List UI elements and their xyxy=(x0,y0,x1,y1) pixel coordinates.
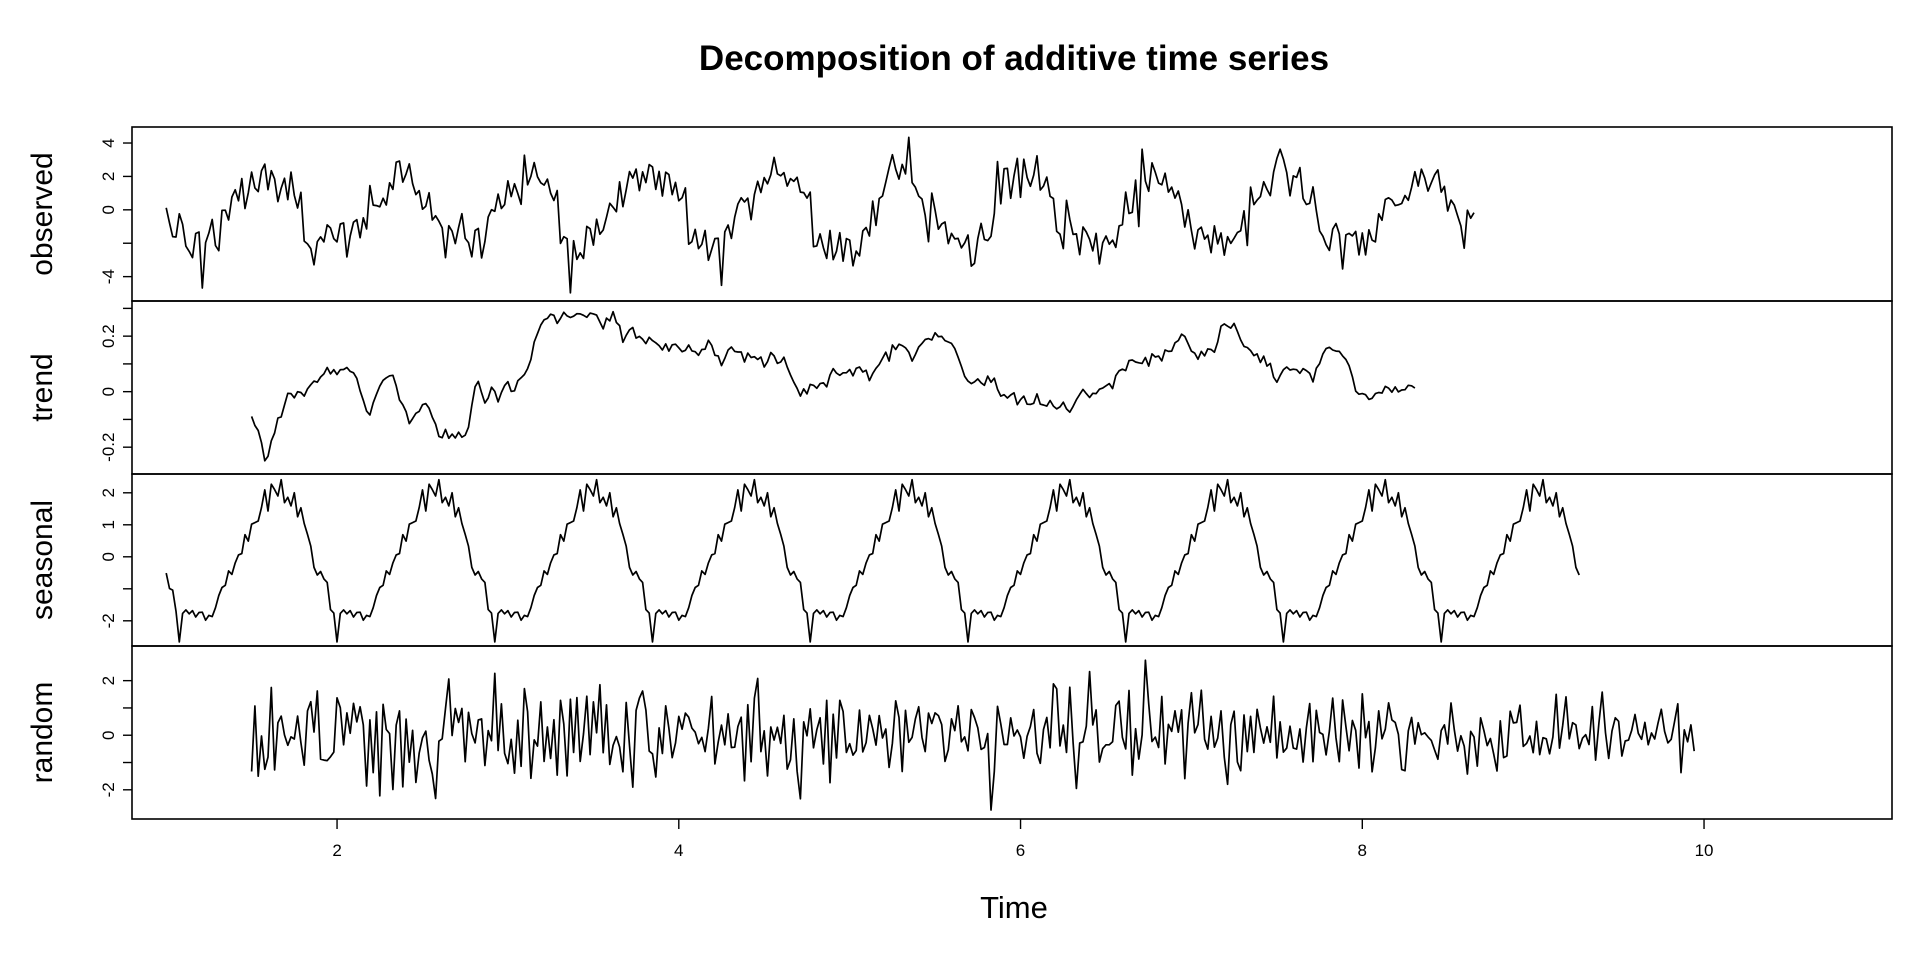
panel-observed: observed 4 2 0 -4 xyxy=(26,126,1893,302)
panel-frame-random xyxy=(131,645,1893,820)
y-tick-label-trend: -0.2 xyxy=(99,433,118,462)
x-tick-label: 2 xyxy=(332,841,341,860)
y-tick-label-trend: 0 xyxy=(99,387,118,396)
panel-label-seasonal: seasonal xyxy=(26,500,59,620)
panel-label-trend: trend xyxy=(26,353,59,421)
y-tick-label-trend: 0.2 xyxy=(99,324,118,348)
series-line-seasonal xyxy=(165,478,1580,643)
chart-title: Decomposition of additive time series xyxy=(699,39,1329,78)
y-tick-label-random: -2 xyxy=(99,782,118,797)
x-axis-label: Time xyxy=(980,890,1048,925)
series-line-observed xyxy=(165,136,1475,294)
y-tick-label-observed: -4 xyxy=(99,269,118,284)
y-tick-label-observed: 0 xyxy=(99,205,118,214)
panel-random: random 2 0 -2 xyxy=(26,645,1893,820)
y-tick-label-seasonal: -2 xyxy=(99,613,118,628)
panel-label-observed: observed xyxy=(26,152,59,275)
panel-frame-observed xyxy=(131,126,1893,302)
y-tick-label-random: 2 xyxy=(99,676,118,685)
y-tick-label-observed: 4 xyxy=(99,138,118,147)
y-tick-label-seasonal: 0 xyxy=(99,552,118,561)
x-tick-label: 8 xyxy=(1358,841,1367,860)
panels-group: observed420-4trend0.20-0.2seasonal210-2r… xyxy=(26,126,1893,820)
series-line-random xyxy=(250,659,1696,811)
x-axis: 2 4 6 8 10 xyxy=(332,819,1713,860)
x-tick-label: 6 xyxy=(1016,841,1025,860)
y-tick-label-seasonal: 1 xyxy=(99,520,118,529)
panel-seasonal: seasonal 2 1 0 -2 xyxy=(26,473,1893,647)
panel-frame-seasonal xyxy=(131,473,1893,647)
x-tick-label: 10 xyxy=(1695,841,1714,860)
panel-trend: trend 0.2 0 -0.2 xyxy=(26,300,1893,475)
x-tick-label: 4 xyxy=(674,841,683,860)
y-tick-label-seasonal: 2 xyxy=(99,488,118,497)
series-line-trend xyxy=(250,310,1416,462)
y-tick-label-random: 0 xyxy=(99,730,118,739)
panel-label-random: random xyxy=(26,682,59,784)
y-tick-label-observed: 2 xyxy=(99,172,118,181)
